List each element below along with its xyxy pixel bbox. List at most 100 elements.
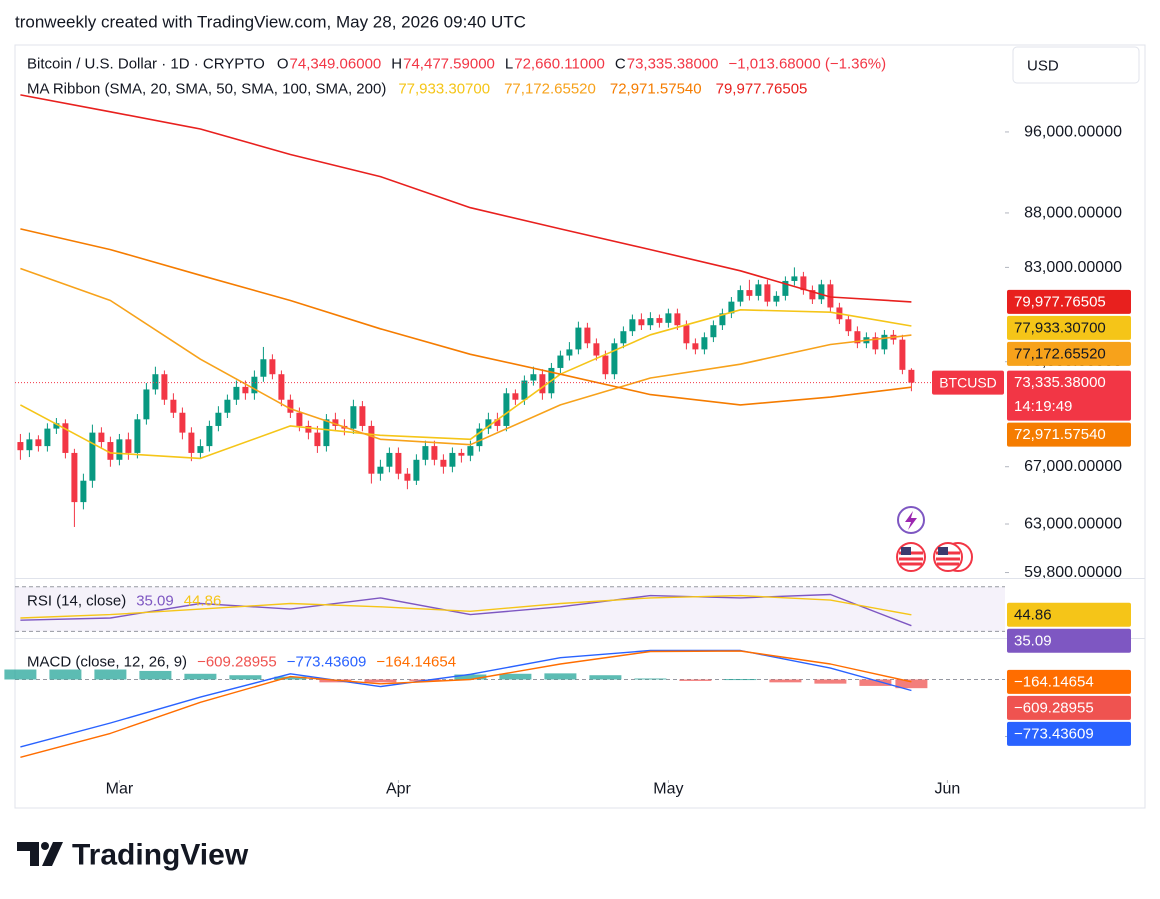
candle-body bbox=[413, 459, 420, 481]
candle-body bbox=[818, 284, 825, 300]
axis-price-tag bbox=[1007, 315, 1131, 340]
candle-body bbox=[476, 428, 483, 447]
histogram-bar bbox=[4, 669, 37, 680]
candle-body bbox=[53, 423, 60, 429]
indicator-value: −609.28955 bbox=[197, 654, 277, 671]
axis-price-tag-label: 77,172.65520 bbox=[1014, 345, 1106, 362]
axis-price-tag bbox=[1007, 669, 1131, 694]
candle-body bbox=[791, 276, 798, 281]
candle-body bbox=[116, 439, 123, 460]
candle-body bbox=[395, 452, 402, 474]
histogram-bar bbox=[679, 679, 712, 681]
candle-body bbox=[89, 432, 96, 481]
candle-body bbox=[206, 425, 213, 447]
ohlc-key: L bbox=[505, 56, 513, 73]
candle-body bbox=[323, 419, 330, 447]
candle-body bbox=[467, 446, 474, 456]
axis-price-tag bbox=[1007, 602, 1131, 627]
candle-body bbox=[728, 301, 735, 314]
logo-text: TradingView bbox=[72, 839, 249, 872]
candle-body bbox=[143, 389, 150, 420]
candle-body bbox=[71, 452, 78, 503]
candle-body bbox=[287, 399, 294, 413]
histogram-bar bbox=[769, 679, 802, 683]
candle-body bbox=[296, 412, 303, 426]
axis-price-tag bbox=[1007, 695, 1131, 720]
ohlc-value: 73,335.38000 bbox=[627, 56, 719, 73]
indicator-line bbox=[20, 228, 912, 406]
candle-body bbox=[224, 399, 231, 413]
candle-body bbox=[809, 290, 816, 300]
x-tick-label: Apr bbox=[386, 781, 412, 798]
histogram-bar bbox=[724, 679, 757, 681]
candle-body bbox=[44, 428, 51, 447]
candle-body bbox=[710, 325, 717, 338]
x-tick-label: Mar bbox=[106, 781, 134, 798]
candle-body bbox=[431, 446, 438, 460]
x-tick-label: Jun bbox=[935, 781, 961, 798]
candle-body bbox=[485, 419, 492, 429]
price-change: −1,013.68000 (−1.36%) bbox=[729, 56, 887, 73]
indicator-title: RSI (14, close) bbox=[27, 593, 126, 610]
axis-price-tag bbox=[1007, 628, 1131, 653]
y-tick-label: 83,000.00000 bbox=[1024, 259, 1122, 276]
candle-body bbox=[683, 325, 690, 344]
candle-body bbox=[602, 355, 609, 375]
candle-body bbox=[359, 406, 366, 426]
candle-body bbox=[458, 452, 465, 456]
y-tick-label: 88,000.00000 bbox=[1024, 204, 1122, 221]
ma-legend-value: 77,933.30700 bbox=[398, 81, 490, 98]
candle-body bbox=[881, 334, 888, 350]
candle-body bbox=[647, 318, 654, 326]
candle-body bbox=[80, 480, 87, 503]
candle-body bbox=[269, 359, 276, 375]
candle-body bbox=[611, 343, 618, 375]
histogram-bar bbox=[895, 679, 928, 689]
candle-body bbox=[521, 380, 528, 400]
currency-button[interactable] bbox=[1012, 46, 1140, 84]
histogram-bar bbox=[634, 678, 667, 680]
candle-body bbox=[152, 374, 159, 390]
indicator-value: −164.14654 bbox=[376, 654, 456, 671]
candle-body bbox=[449, 452, 456, 467]
candle-body bbox=[503, 393, 510, 426]
candle-body bbox=[215, 412, 222, 426]
candle-body bbox=[314, 432, 321, 447]
lightning-icon bbox=[905, 511, 917, 530]
axis-price-tag-label: 77,933.30700 bbox=[1014, 319, 1106, 336]
candle-body bbox=[899, 339, 906, 370]
histogram-bar bbox=[49, 669, 82, 680]
candle-body bbox=[440, 459, 447, 467]
candle-body bbox=[134, 419, 141, 453]
candle-body bbox=[305, 425, 312, 433]
candle-body bbox=[377, 466, 384, 474]
candle-body bbox=[764, 284, 771, 302]
histogram-bar bbox=[94, 669, 127, 680]
candle-body bbox=[251, 376, 258, 394]
axis-price-tag bbox=[1007, 289, 1131, 314]
candle-body bbox=[854, 331, 861, 344]
candle-body bbox=[755, 284, 762, 296]
rsi-band bbox=[15, 586, 1005, 632]
axis-price-tag-label: −773.43609 bbox=[1014, 725, 1094, 742]
candle-body bbox=[125, 439, 132, 453]
candle-body bbox=[872, 337, 879, 350]
candle-body bbox=[557, 355, 564, 368]
axis-price-tag bbox=[1007, 721, 1131, 746]
footer-logo: TradingView bbox=[17, 839, 249, 872]
indicator-title: MACD (close, 12, 26, 9) bbox=[27, 654, 187, 671]
currency-label[interactable]: USD bbox=[1027, 58, 1059, 75]
candle-body bbox=[170, 399, 177, 413]
candle-body bbox=[350, 406, 357, 429]
axis-price-tag-label: 73,335.38000 bbox=[1014, 374, 1106, 391]
candle-body bbox=[260, 359, 267, 377]
candle-body bbox=[530, 374, 537, 381]
candle-body bbox=[692, 343, 699, 350]
candle-body bbox=[575, 327, 582, 350]
indicator-line bbox=[20, 309, 912, 460]
ohlc-value: 74,477.59000 bbox=[403, 56, 495, 73]
candle-body bbox=[827, 284, 834, 308]
candle-body bbox=[566, 349, 573, 356]
candle-body bbox=[539, 374, 546, 394]
